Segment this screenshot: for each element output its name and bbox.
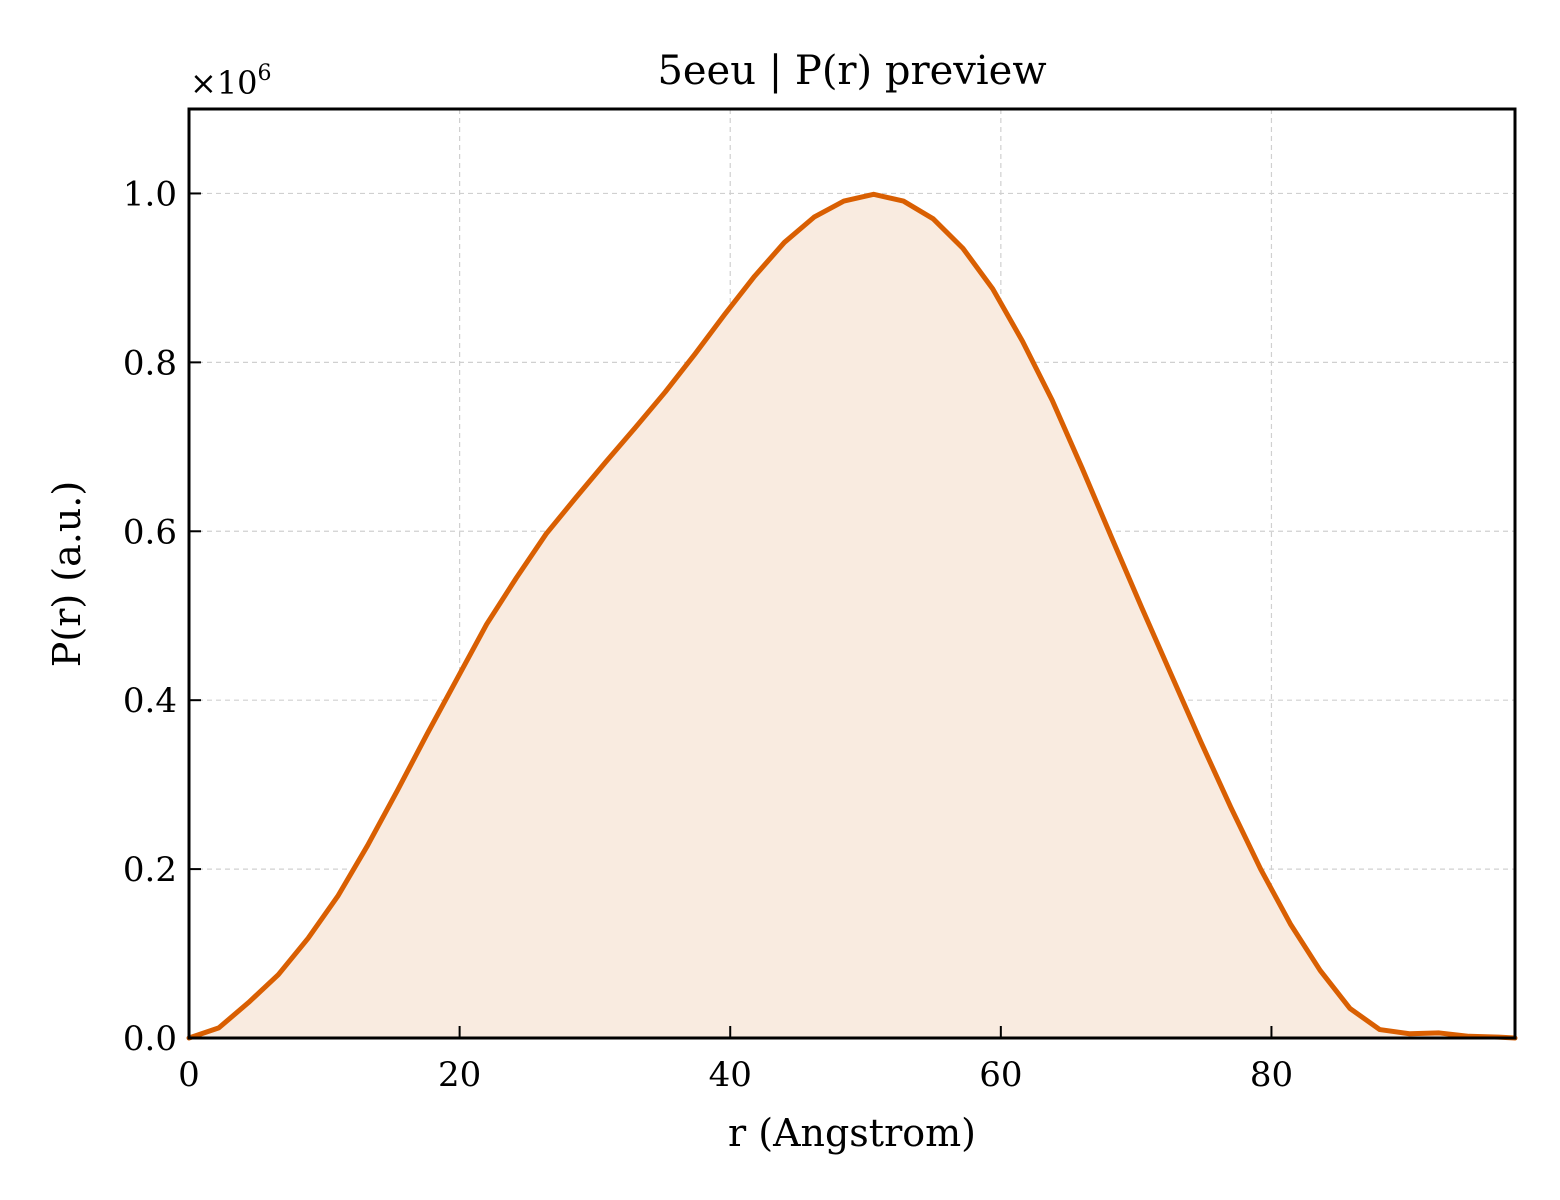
x-tick-label-3: 60 [979,1055,1022,1095]
y-multiplier: ×106 [190,61,272,102]
x-tick-label-1: 20 [438,1055,481,1095]
y-tick-label-4: 0.8 [123,343,177,383]
y-tick-label-2: 0.4 [123,681,177,721]
x-tick-label-2: 40 [709,1055,752,1095]
chart-title: 5eeu | P(r) preview [657,48,1046,94]
series-line [186,191,1518,1041]
y-multiplier-exponent: 6 [258,61,272,86]
plot-frame [187,107,1517,1040]
y-tick-label-0: 0.0 [123,1019,177,1059]
y-tick-label-3: 0.6 [123,512,177,552]
y-tick-label-5: 1.0 [123,174,177,214]
y-axis-label: P(r) (a.u.) [45,481,89,667]
series-area-fill [189,194,1515,1039]
x-tick-label-4: 80 [1250,1055,1293,1095]
x-axis-label: r (Angstrom) [728,1111,976,1155]
y-multiplier-base: ×10 [190,64,258,102]
y-tick-label-1: 0.2 [123,850,177,890]
x-tick-label-0: 0 [178,1055,200,1095]
tick-labels: 0 20 40 60 80 0.0 0.2 0.4 0.6 0.8 1.0 [123,174,1293,1095]
